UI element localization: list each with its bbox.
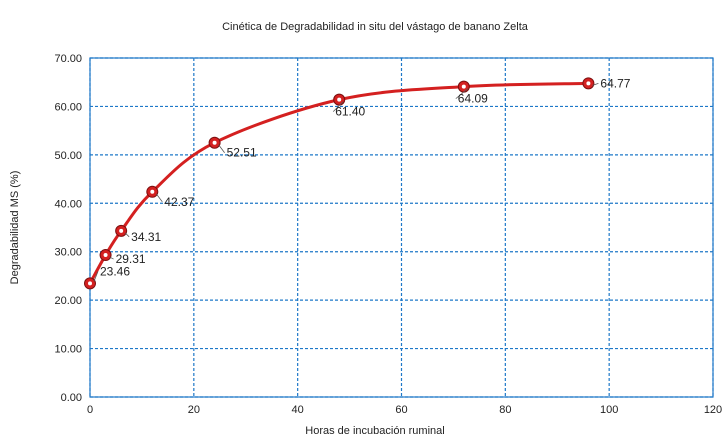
y-tick-label: 0.00: [61, 392, 82, 404]
data-label: 64.09: [458, 92, 488, 106]
data-label-leader: [455, 88, 469, 99]
y-axis-label: Degradabilidad MS (%): [9, 171, 21, 285]
data-point-marker-center: [119, 228, 124, 233]
x-axis-ticks: 0 20 40 60 80 100 120: [87, 404, 722, 416]
data-label: 52.51: [227, 146, 257, 160]
chart-title: Cinética de Degradabilidad in situ del v…: [222, 21, 529, 33]
series-layer: [84, 77, 595, 290]
data-point-marker-center: [212, 140, 217, 145]
x-tick-label: 0: [87, 404, 93, 416]
x-tick-label: 40: [292, 404, 304, 416]
data-point-marker-center: [150, 189, 155, 194]
data-point-marker-center: [88, 281, 92, 286]
data-point-marker-center: [337, 97, 342, 102]
x-tick-label: 60: [395, 404, 407, 416]
data-label-leader: [218, 144, 225, 153]
data-label: 34.31: [131, 230, 161, 244]
x-axis-label: Horas de incubación ruminal: [305, 425, 444, 437]
data-label-leader: [332, 101, 344, 112]
data-point-marker-center: [586, 81, 591, 86]
x-tick-label: 20: [188, 404, 200, 416]
plot-area-frame: [89, 57, 714, 398]
data-label: 23.46: [100, 264, 130, 278]
y-tick-label: 60.00: [54, 101, 82, 113]
y-tick-label: 20.00: [54, 295, 82, 307]
y-tick-label: 40.00: [54, 198, 82, 210]
data-label: 29.31: [116, 252, 146, 266]
x-tick-label: 80: [499, 404, 511, 416]
data-label-leader: [93, 271, 99, 282]
data-point-marker-center: [461, 84, 466, 89]
data-label-leader: [109, 256, 114, 260]
data-label-leader: [155, 193, 163, 203]
data-label-leader: [592, 82, 599, 86]
data-label: 61.40: [335, 105, 365, 119]
y-tick-label: 30.00: [54, 247, 82, 259]
y-tick-label: 10.00: [54, 344, 82, 356]
data-label-leader: [124, 232, 130, 238]
y-tick-label: 70.00: [54, 53, 82, 65]
data-label: 42.37: [164, 195, 194, 209]
data-label: 64.77: [600, 76, 630, 90]
y-axis-ticks: 0.00 10.00 20.00 30.00 40.00 50.00 60.00 70.00: [54, 53, 82, 404]
x-tick-label: 100: [600, 404, 618, 416]
data-point-marker-center: [103, 253, 108, 258]
y-tick-label: 50.00: [54, 150, 82, 162]
x-tick-label: 120: [704, 404, 722, 416]
